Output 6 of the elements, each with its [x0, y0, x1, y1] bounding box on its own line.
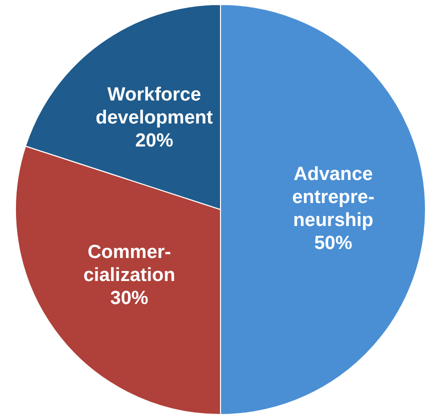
- slice-label: Workforce development: [96, 84, 214, 129]
- data-label: 30%: [110, 288, 148, 310]
- data-label: 20%: [135, 130, 174, 152]
- slice-label: Commer- cialization: [83, 242, 176, 286]
- data-label: 50%: [314, 233, 352, 254]
- slice-label: Advance entrepre- neurship: [292, 164, 374, 232]
